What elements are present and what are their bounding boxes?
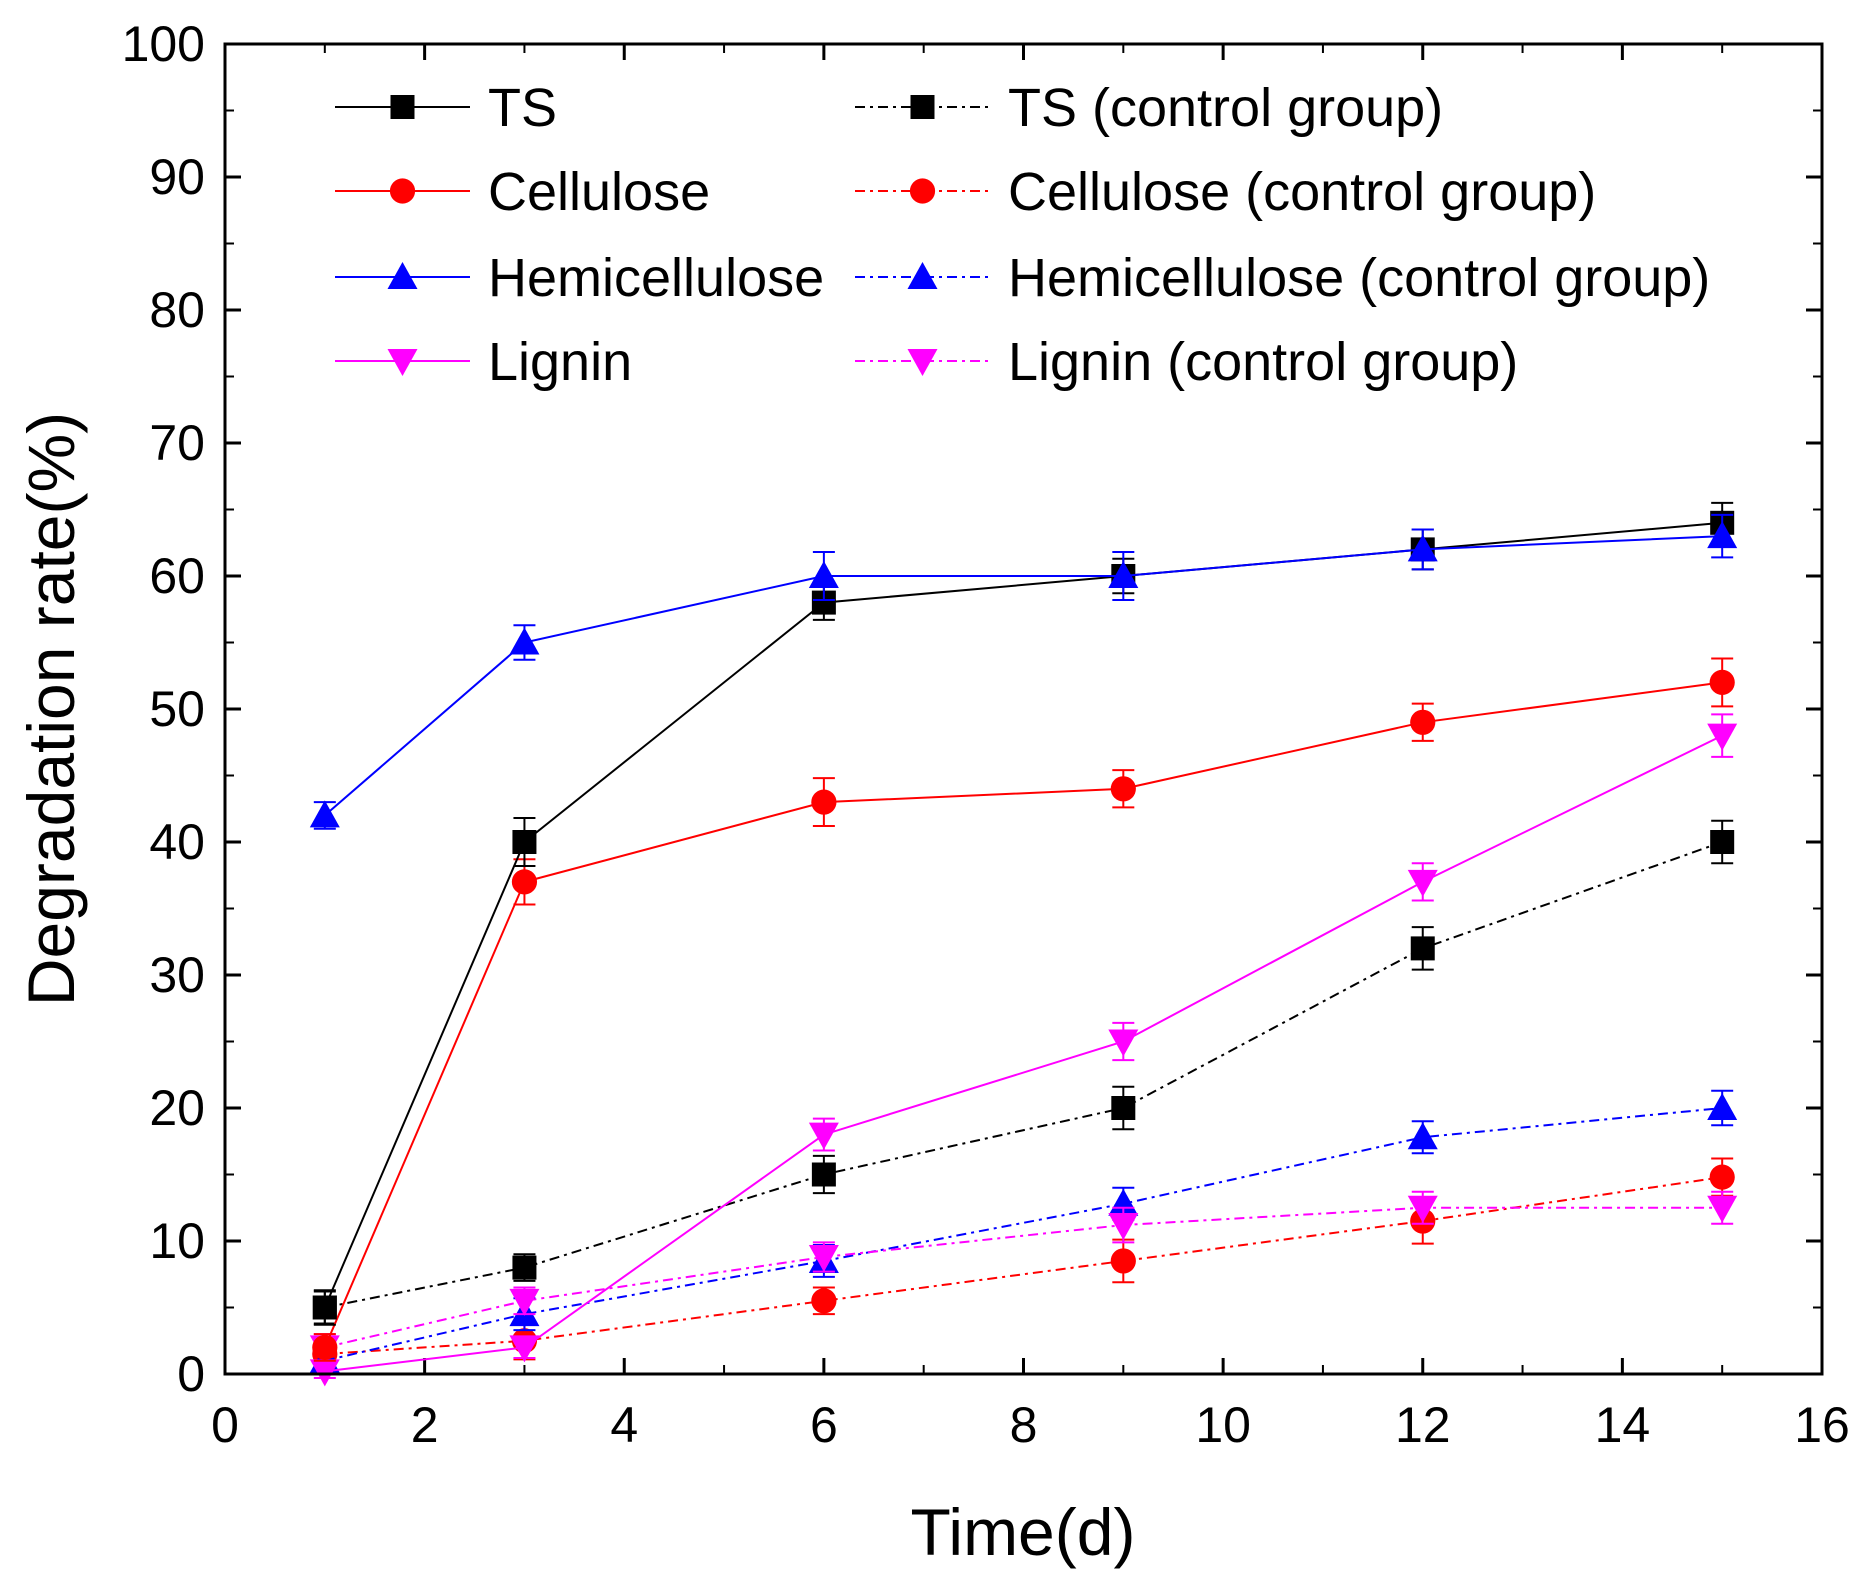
data-point [1707, 1195, 1738, 1223]
series-line [324, 1107, 1723, 1362]
data-point [509, 627, 540, 655]
data-point [1407, 534, 1438, 562]
x-tick-label: 4 [610, 1397, 638, 1453]
x-tick-label: 8 [1010, 1397, 1038, 1453]
y-tick-label: 70 [149, 415, 205, 471]
data-point [1108, 561, 1139, 588]
series-line [323, 681, 1723, 1348]
data-point [1110, 776, 1136, 802]
data-point [811, 789, 837, 815]
data-point [512, 1255, 537, 1280]
data-point [509, 1288, 540, 1316]
tick-labels: 0 2 4 6 8 10 12 14 16 0 10 20 30 40 50 60 70 80 90 100 [122, 16, 1850, 1453]
y-tick-label: 60 [149, 548, 205, 604]
x-tick-label: 0 [211, 1397, 239, 1453]
legend-item: Cellulose [335, 162, 710, 222]
y-tick-label: 30 [149, 947, 205, 1003]
y-tick-label: 10 [149, 1213, 205, 1269]
series-line [324, 1176, 1723, 1356]
data-point [811, 1162, 836, 1187]
series-line [324, 841, 1723, 1309]
data-point [1110, 1248, 1136, 1274]
data-point [1410, 709, 1436, 735]
data-point [1407, 1195, 1438, 1223]
data-point [1709, 669, 1735, 696]
data-point [1707, 521, 1738, 549]
legend-marker [387, 262, 418, 289]
data-point [1410, 936, 1435, 961]
legend-item: Hemicellulose (control group) [855, 248, 1710, 308]
series-cellulose [312, 657, 1735, 1362]
data-point [312, 1334, 338, 1360]
legend-marker [910, 95, 935, 119]
x-tick-label: 6 [810, 1397, 838, 1453]
data-point [1707, 723, 1738, 751]
legend-marker [387, 349, 418, 376]
y-tick-label: 40 [149, 814, 205, 870]
legend-label: Lignin [488, 332, 632, 392]
data-point [1407, 1122, 1438, 1150]
data-point [1707, 1093, 1738, 1120]
legend-item: TS (control group) [855, 78, 1443, 138]
data-point [312, 1295, 337, 1320]
legend-item: Hemicellulose [335, 248, 824, 308]
data-point [811, 1288, 837, 1314]
y-tick-label: 0 [177, 1346, 205, 1402]
legend-item: Lignin (control group) [855, 332, 1518, 392]
data-point [512, 830, 537, 854]
data-point [1108, 1029, 1139, 1057]
legend-label: TS (control group) [1008, 78, 1443, 138]
series-line [324, 1206, 1723, 1349]
legend-label: TS [488, 78, 557, 138]
series-hemicellulose [309, 513, 1738, 830]
data-point [309, 800, 340, 828]
data-point [808, 1244, 839, 1272]
x-axis-title: Time(d) [911, 1495, 1136, 1569]
series-ts-control-group [312, 819, 1735, 1325]
legend-label: Cellulose [488, 162, 710, 222]
y-tick-label: 80 [149, 282, 205, 338]
data-point [1709, 1164, 1735, 1190]
legend-label: Cellulose (control group) [1008, 162, 1596, 222]
legend-marker [907, 349, 938, 376]
data-point [1111, 1096, 1136, 1120]
x-tick-label: 10 [1195, 1397, 1251, 1453]
data-point [1710, 830, 1735, 854]
series-line [324, 734, 1723, 1373]
data-point [1407, 869, 1438, 897]
legend-label: Hemicellulose (control group) [1008, 248, 1710, 308]
y-tick-label: 20 [149, 1080, 205, 1136]
legend-item: Cellulose (control group) [855, 162, 1596, 222]
data-point [1108, 1188, 1139, 1216]
x-tick-label: 14 [1595, 1397, 1651, 1453]
legend-marker [909, 178, 936, 204]
legend-marker [907, 262, 938, 289]
x-tick-label: 2 [411, 1397, 439, 1453]
data-point [511, 869, 538, 895]
y-tick-label: 100 [122, 16, 205, 72]
legend-label: Lignin (control group) [1008, 332, 1518, 392]
y-tick-label: 50 [149, 681, 205, 737]
plot-frame [223, 42, 1824, 1376]
x-tick-label: 16 [1794, 1397, 1850, 1453]
y-axis-title: Degradation rate(%) [14, 412, 88, 1006]
x-tick-label: 12 [1395, 1397, 1451, 1453]
series-layer [309, 501, 1738, 1387]
legend-item: TS [335, 78, 557, 138]
series-line [323, 521, 1723, 1308]
series-line [324, 535, 1723, 817]
data-point [1108, 1213, 1139, 1241]
data-point [509, 1335, 540, 1363]
legend-label: Hemicellulose [488, 248, 824, 308]
legend-marker [390, 95, 415, 119]
data-point [808, 561, 839, 588]
legend: TS Cellulose Hemicellulose Lignin TS (contro… [335, 78, 1710, 392]
data-point [808, 1122, 839, 1150]
legend-item: Lignin [335, 332, 632, 392]
legend-marker [389, 178, 416, 204]
y-tick-label: 90 [149, 149, 205, 205]
